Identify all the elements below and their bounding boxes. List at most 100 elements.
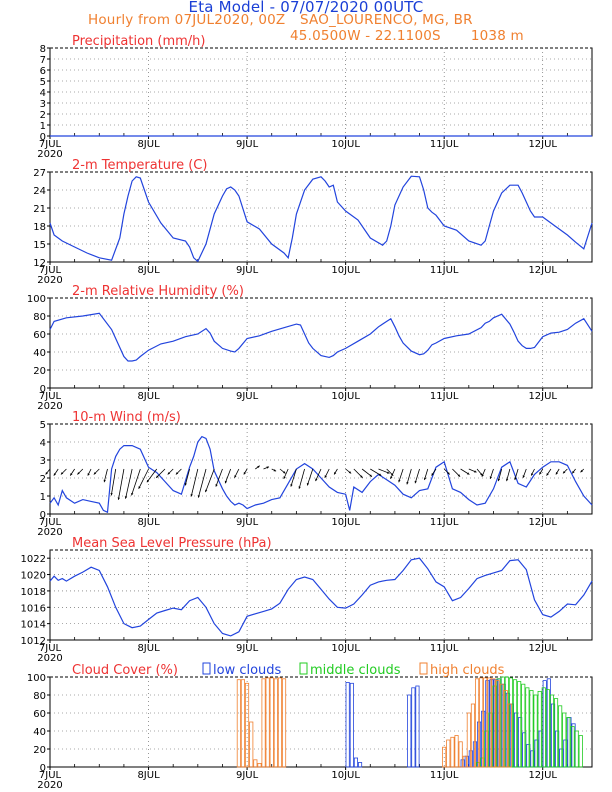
cloud-bar: [415, 685, 420, 768]
panel-frame: [49, 549, 593, 641]
cloud-bar: [236, 679, 241, 768]
y-tick-label: 0: [40, 132, 46, 143]
wind-arrowhead: [414, 480, 417, 484]
cloud-bar: [554, 698, 559, 768]
x-tick-label: 7JUL: [39, 517, 62, 528]
series-line: [49, 175, 593, 263]
cloud-bar: [487, 677, 492, 768]
cloud-bar: [513, 679, 518, 768]
x-tick-label: 8JUL: [137, 139, 160, 150]
x-tick-label: 9JUL: [236, 391, 259, 402]
y-tick-label: 1014: [21, 620, 46, 631]
x-tick-label: 9JUL: [236, 770, 259, 781]
wind-arrowhead: [387, 471, 390, 474]
station-location: 45.0500W - 22.1100S 1038 m: [290, 28, 524, 44]
wind-arrowhead: [457, 474, 461, 477]
panel-title: Cloud Cover (%): [72, 663, 178, 678]
y-tick-label: 24: [33, 186, 46, 197]
x-tick-year: 2020: [37, 275, 62, 286]
panel-5: 1012 1014 1016 1018 1020 1022 7JUL2020 8JUL 9JUL…: [21, 536, 593, 664]
cloud-bar: [529, 690, 534, 768]
wind-vector: [138, 468, 149, 489]
wind-arrowhead: [290, 484, 293, 487]
x-tick-label: 12JUL: [528, 139, 557, 150]
wind-vector: [197, 468, 207, 498]
y-tick-label: 7: [40, 55, 46, 66]
y-tick-label: 0: [40, 510, 46, 521]
wind-arrowhead: [423, 477, 427, 480]
wind-arrowhead: [53, 473, 56, 476]
wind-arrowhead: [360, 475, 363, 478]
panel-frame: [49, 297, 593, 389]
wind-arrowhead: [190, 494, 193, 497]
wind-vector: [290, 468, 297, 487]
cloud-bar: [507, 703, 512, 768]
y-tick-label: 60: [33, 709, 46, 720]
wind-vector: [184, 468, 190, 486]
y-tick-label: 15: [33, 240, 46, 251]
wind-arrowhead: [506, 478, 509, 482]
panel-title: 10-m Wind (m/s): [72, 410, 181, 425]
wind-arrowhead: [70, 473, 73, 476]
cloud-bar: [349, 682, 354, 768]
y-tick-label: 100: [27, 673, 46, 684]
wind-arrowhead: [103, 479, 106, 483]
x-tick-label: 8JUL: [137, 643, 160, 654]
cloud-bar: [442, 746, 447, 768]
y-tick-label: 80: [33, 691, 46, 702]
wind-arrowhead: [315, 478, 318, 482]
series-line: [49, 557, 593, 637]
cloud-bar: [517, 681, 522, 768]
y-tick-label: 1012: [21, 636, 46, 647]
wind-arrowhead: [138, 486, 141, 489]
wind-arrowhead: [522, 475, 525, 478]
cloud-bar: [446, 739, 451, 768]
y-tick-label: 3: [40, 456, 46, 467]
y-tick-label: 12: [33, 258, 46, 269]
wind-vector: [306, 468, 314, 486]
cloud-bar: [261, 678, 266, 768]
wind-arrowhead: [167, 472, 171, 475]
panel-title: Precipitation (mm/h): [72, 34, 205, 49]
cloud-bar: [499, 683, 504, 768]
wind-arrowhead: [266, 466, 269, 469]
wind-arrowhead: [93, 472, 97, 475]
cloud-bar: [570, 726, 575, 768]
panel-4: 0 1 2 3 4 5 7JUL2020 8JUL 9JUL 10JUL 11JUL 12JUL 10-…: [37, 410, 593, 538]
wind-vector: [110, 468, 117, 496]
x-tick-label: 10JUL: [331, 265, 360, 276]
y-tick-label: 5: [40, 420, 46, 431]
x-tick-label: 10JUL: [331, 139, 360, 150]
cloud-bar: [503, 690, 508, 768]
wind-arrowhead: [306, 483, 310, 486]
wind-arrowhead: [447, 472, 450, 475]
y-tick-label: 6: [40, 66, 46, 77]
x-tick-label: 12JUL: [528, 643, 557, 654]
wind-vector: [398, 468, 404, 483]
cloud-bar: [353, 757, 358, 768]
y-tick-label: 2: [40, 474, 46, 485]
x-tick-label: 7JUL: [39, 265, 62, 276]
cloud-bar: [566, 717, 571, 768]
wind-vector: [414, 468, 420, 484]
y-tick-label: 1022: [21, 554, 46, 565]
wind-vector: [190, 468, 199, 497]
x-tick-year: 2020: [37, 780, 62, 791]
y-tick-label: 80: [33, 312, 46, 323]
wind-arrowhead: [531, 473, 534, 476]
x-tick-label: 8JUL: [137, 391, 160, 402]
station-elevation: 1038 m: [470, 28, 524, 44]
wind-arrowhead: [481, 474, 484, 477]
wind-arrowhead: [539, 472, 542, 475]
cloud-bar: [521, 683, 526, 768]
chart-subtitle: Hourly from 07JUL2020, 00Z: [88, 12, 286, 28]
cloud-bar: [273, 678, 278, 768]
y-tick-label: 27: [33, 168, 46, 179]
wind-arrowhead: [131, 492, 134, 496]
wind-arrowhead: [489, 476, 492, 479]
wind-arrowhead: [334, 472, 337, 475]
wind-arrowhead: [273, 469, 277, 472]
y-tick-label: 5: [40, 77, 46, 88]
cloud-bar: [574, 730, 579, 768]
series-line: [49, 435, 593, 514]
